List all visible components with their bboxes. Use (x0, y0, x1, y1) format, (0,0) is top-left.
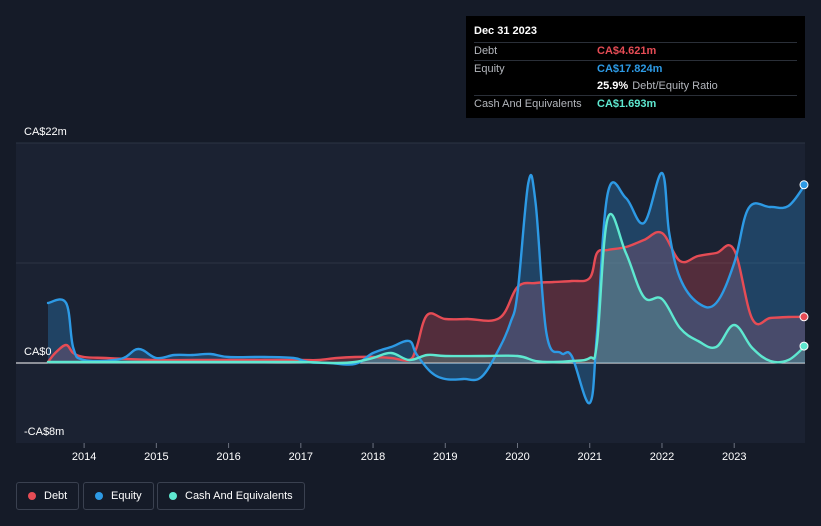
tooltip-date: Dec 31 2023 (474, 25, 537, 37)
x-tick-label: 2018 (361, 451, 385, 463)
tooltip-cash-label: Cash And Equivalents (474, 98, 582, 110)
debt-end-marker (799, 312, 809, 322)
x-tick-label: 2017 (289, 451, 313, 463)
tooltip-ratio-label: Debt/Equity Ratio (632, 80, 718, 92)
legend-equity-label: Equity (111, 490, 142, 502)
cash-end-marker (799, 341, 809, 351)
equity-end-marker (799, 180, 809, 190)
tooltip-debt-value: CA$4.621m (597, 45, 657, 57)
tooltip-row-debt: Debt CA$4.621m (474, 42, 797, 60)
debt-line (46, 230, 807, 364)
cash-line (46, 213, 807, 365)
debt-dot-icon (28, 492, 36, 500)
equity-line (46, 171, 807, 405)
tooltip-row-cash: Cash And Equivalents CA$1.693m (474, 95, 797, 113)
x-tick-label: 2019 (433, 451, 457, 463)
tooltip-ratio-value: 25.9% (597, 80, 629, 92)
tooltip-panel: Dec 31 2023 Debt CA$4.621m Equity CA$17.… (466, 16, 805, 118)
tooltip-row-ratio: 25.9% Debt/Equity Ratio (474, 78, 797, 95)
x-tick-label: 2021 (578, 451, 602, 463)
y-axis: CA$22m CA$0 -CA$8m (24, 126, 67, 438)
legend-cash-label: Cash And Equivalents (185, 490, 293, 502)
plot-background (16, 143, 805, 443)
legend-cash[interactable]: Cash And Equivalents (157, 482, 305, 510)
tooltip-debt-label: Debt (474, 45, 498, 57)
x-tick-label: 2023 (722, 451, 746, 463)
equity-area (48, 172, 805, 404)
legend-debt[interactable]: Debt (16, 482, 80, 510)
equity-dot-icon (95, 492, 103, 500)
series-lines (46, 171, 807, 405)
cash-dot-icon (169, 492, 177, 500)
tooltip-row-equity: Equity CA$17.824m (474, 60, 797, 78)
x-tick-label: 2015 (144, 451, 168, 463)
debt-area (48, 232, 805, 363)
tooltip-equity-value: CA$17.824m (597, 63, 663, 75)
y-tick-label: CA$22m (24, 126, 67, 138)
x-tick-label: 2020 (505, 451, 529, 463)
tooltip-equity-label: Equity (474, 63, 505, 75)
x-tick-label: 2016 (216, 451, 240, 463)
series-areas (48, 172, 805, 404)
cash-area (48, 213, 805, 363)
x-tick-label: 2022 (650, 451, 674, 463)
x-tick-label: 2014 (72, 451, 96, 463)
x-axis: 2014 2015 2016 2017 2018 2019 2020 2021 2022 2023 (72, 443, 746, 463)
y-tick-label: -CA$8m (24, 426, 64, 438)
y-tick-label: CA$0 (24, 346, 52, 358)
end-markers (799, 180, 809, 351)
tooltip-cash-value: CA$1.693m (597, 98, 657, 110)
legend-debt-label: Debt (44, 490, 68, 502)
legend-equity[interactable]: Equity (83, 482, 154, 510)
